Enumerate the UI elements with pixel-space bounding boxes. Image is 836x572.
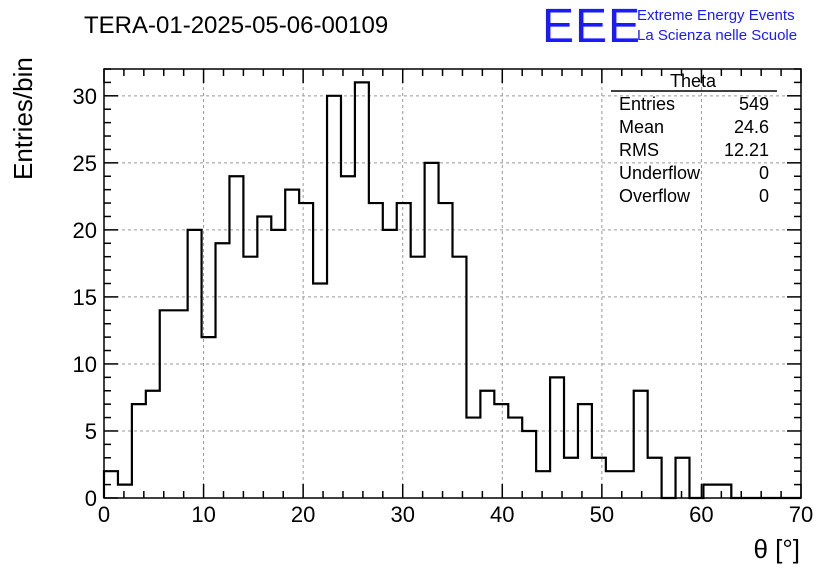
stats-label: Entries (619, 94, 675, 114)
stats-value: 549 (739, 94, 769, 114)
x-tick-label: 10 (191, 502, 215, 527)
x-axis-title: θ [°] (753, 534, 800, 564)
logo-line-1: Extreme Energy Events (637, 7, 795, 24)
x-tick-label: 70 (789, 502, 813, 527)
x-tick-label: 50 (590, 502, 614, 527)
stats-box: Theta Entries 549 Mean 24.6 RMS 12.21 Underflo… (611, 71, 777, 206)
stats-value: 0 (759, 163, 769, 183)
y-tick-label: 5 (85, 419, 97, 444)
y-tick-label: 25 (73, 151, 97, 176)
y-tick-label: 0 (85, 486, 97, 511)
stats-label: RMS (619, 140, 659, 160)
y-tick-label: 20 (73, 218, 97, 243)
histogram-line (102, 81, 801, 500)
stats-value: 0 (759, 186, 769, 206)
logo-line-2: La Scienza nelle Scuole (637, 27, 797, 44)
stats-value: 24.6 (734, 117, 769, 137)
stats-label: Overflow (619, 186, 691, 206)
y-tick-label: 15 (73, 285, 97, 310)
x-tick-label: 0 (98, 502, 110, 527)
stats-title: Theta (670, 71, 717, 91)
eee-logo: EEE Extreme Energy Events La Scienza nel… (542, 0, 797, 53)
stats-value: 12.21 (724, 140, 769, 160)
chart-title: TERA-01-2025-05-06-00109 (84, 12, 388, 39)
axis-ticks: 0 10 20 30 40 50 60 70 0 5 10 15 20 25 30 (73, 68, 813, 527)
x-tick-label: 60 (689, 502, 713, 527)
x-tick-label: 40 (490, 502, 514, 527)
x-tick-label: 30 (390, 502, 414, 527)
y-tick-label: 10 (73, 352, 97, 377)
stats-label: Underflow (619, 163, 701, 183)
x-tick-label: 20 (291, 502, 315, 527)
y-tick-label: 30 (73, 84, 97, 109)
stats-label: Mean (619, 117, 664, 137)
logo-mark: EEE (542, 0, 641, 53)
y-axis-title: Entries/bin (8, 57, 38, 180)
